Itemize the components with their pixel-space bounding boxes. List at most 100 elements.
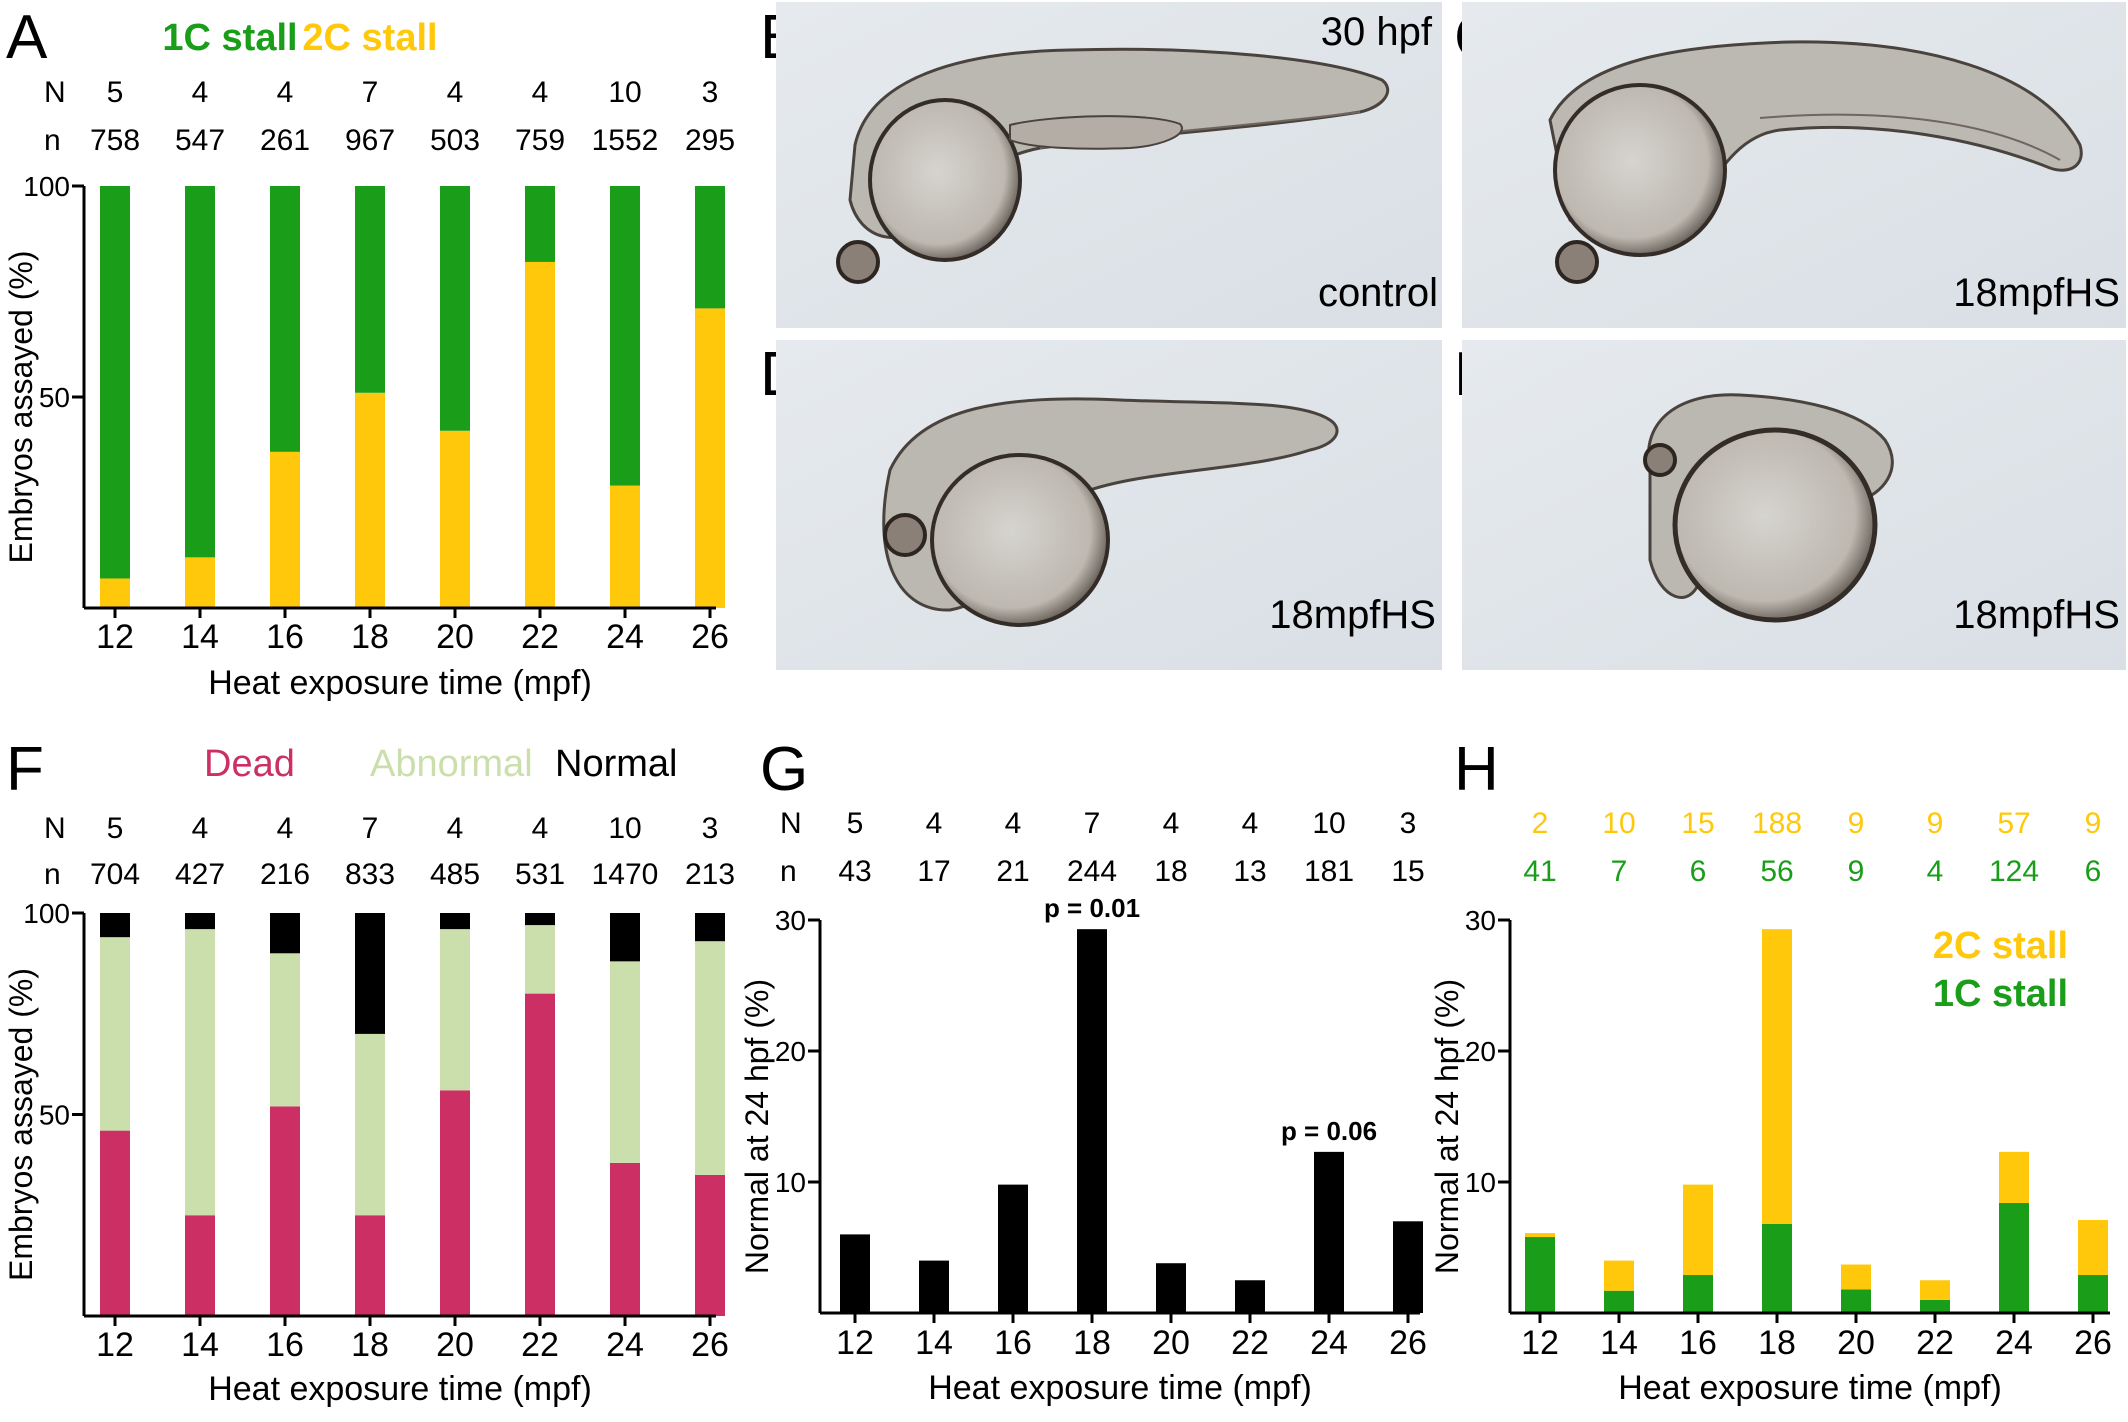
panel-letter-F: F <box>6 735 44 804</box>
bar-1c-stall-20 <box>440 186 470 431</box>
count-value: 188 <box>1752 807 1802 840</box>
condition-label: 18mpfHS <box>1953 593 2120 637</box>
count-value: 4 <box>1242 807 1259 840</box>
embryo-yolk <box>868 98 1022 262</box>
bar-1c-stall-22 <box>1920 1299 1950 1313</box>
count-value: 15 <box>1391 855 1424 888</box>
x-tick-label: 20 <box>1152 1324 1190 1362</box>
count-row-label: n <box>780 855 797 888</box>
bar-value-26 <box>1393 1221 1423 1313</box>
embryo-yolk <box>1553 83 1727 257</box>
bar-dead-20 <box>440 1090 470 1316</box>
bar-abnormal-12 <box>100 937 130 1131</box>
count-value: 7 <box>1611 855 1628 888</box>
bar-abnormal-24 <box>610 961 640 1163</box>
bar-abnormal-22 <box>525 925 555 994</box>
count-value: 181 <box>1304 855 1354 888</box>
p-value-annotation: p = 0.01 <box>1044 893 1140 923</box>
x-tick-label: 24 <box>1310 1324 1348 1362</box>
count-value: 4 <box>532 76 549 109</box>
x-tick-label: 22 <box>1231 1324 1269 1362</box>
count-value: 4 <box>447 812 464 845</box>
chart-F: 50 100 12 14 16 18 20 22 24 26 Heat exposure time … <box>3 743 735 1408</box>
bar-dead-26 <box>695 1174 725 1316</box>
count-row-label: n <box>44 858 61 891</box>
bar-2c-stall-14 <box>1604 1260 1634 1291</box>
y-tick-label: 50 <box>39 382 70 413</box>
count-value: 10 <box>1602 807 1635 840</box>
count-value: 547 <box>175 124 225 157</box>
bar-1c-stall-14 <box>1604 1290 1634 1313</box>
count-value: 9 <box>1848 807 1865 840</box>
legend-item: Abnormal <box>370 743 533 785</box>
count-row-label: N <box>44 812 66 845</box>
legend-item: 2C stall <box>302 17 437 59</box>
bar-1c-stall-24 <box>1999 1202 2029 1313</box>
x-tick-label: 18 <box>1073 1324 1111 1362</box>
bar-abnormal-14 <box>185 929 215 1216</box>
count-value: 213 <box>685 858 735 891</box>
y-tick-label: 20 <box>775 1036 806 1067</box>
bar-2c-stall-22 <box>1920 1280 1950 1300</box>
count-value: 15 <box>1681 807 1714 840</box>
bar-value-12 <box>840 1234 870 1313</box>
x-tick-label: 24 <box>606 618 644 656</box>
bar-dead-14 <box>185 1215 215 1316</box>
count-value: 704 <box>90 858 140 891</box>
y-tick-label: 30 <box>775 905 806 936</box>
bar-1c-stall-26 <box>695 186 725 309</box>
count-value: 9 <box>1927 807 1944 840</box>
bar-2c-stall-26 <box>695 308 725 608</box>
embryo-eye <box>1555 240 1599 284</box>
stage-label: 30 hpf <box>1321 10 1433 54</box>
panel-letter-H: H <box>1454 735 1499 804</box>
count-value: 3 <box>1400 807 1417 840</box>
bar-2c-stall-18 <box>355 392 385 608</box>
legend-item: 2C stall <box>1933 925 2068 967</box>
count-value: 244 <box>1067 855 1117 888</box>
panel-B-photo: 30 hpf control <box>776 2 1442 328</box>
bar-1c-stall-16 <box>270 186 300 452</box>
x-axis-label: Heat exposure time (mpf) <box>208 664 592 702</box>
x-tick-label: 18 <box>351 618 389 656</box>
count-value: 5 <box>107 812 124 845</box>
count-value: 7 <box>362 812 379 845</box>
y-tick-label: 20 <box>1465 1036 1496 1067</box>
legend-item: Dead <box>204 743 295 785</box>
count-value: 759 <box>515 124 565 157</box>
count-value: 758 <box>90 124 140 157</box>
bar-dead-16 <box>270 1106 300 1316</box>
count-value: 2 <box>1532 807 1549 840</box>
count-value: 531 <box>515 858 565 891</box>
x-tick-label: 24 <box>1995 1324 2033 1362</box>
x-tick-label: 20 <box>436 1326 474 1364</box>
y-tick-label: 100 <box>23 171 70 202</box>
count-value: 3 <box>702 812 719 845</box>
bar-normal-14 <box>185 913 215 930</box>
panel-C-photo: 18mpfHS <box>1462 2 2126 328</box>
x-tick-label: 14 <box>181 1326 219 1364</box>
panel-letter-A: A <box>6 3 48 72</box>
embryo-eye <box>836 240 880 284</box>
x-tick-label: 20 <box>436 618 474 656</box>
x-tick-label: 16 <box>266 1326 304 1364</box>
count-row-label: N <box>780 807 802 840</box>
x-tick-label: 16 <box>1679 1324 1717 1362</box>
embryo-tail-fin <box>1759 113 2061 161</box>
panel-D-photo: 18mpfHS <box>776 340 1442 670</box>
bar-value-20 <box>1156 1263 1186 1313</box>
count-value: 4 <box>192 76 209 109</box>
bar-2c-stall-22 <box>525 261 555 608</box>
bar-2c-stall-20 <box>1841 1264 1871 1290</box>
count-row-label: N <box>44 76 66 109</box>
y-tick-label: 30 <box>1465 905 1496 936</box>
bar-2c-stall-12 <box>1525 1233 1555 1238</box>
x-tick-label: 14 <box>1600 1324 1638 1362</box>
x-tick-label: 22 <box>521 1326 559 1364</box>
x-axis-label: Heat exposure time (mpf) <box>208 1370 592 1408</box>
p-value-annotation: p = 0.06 <box>1281 1116 1377 1146</box>
panel-letter-G: G <box>760 735 808 804</box>
condition-label: control <box>1318 271 1438 315</box>
